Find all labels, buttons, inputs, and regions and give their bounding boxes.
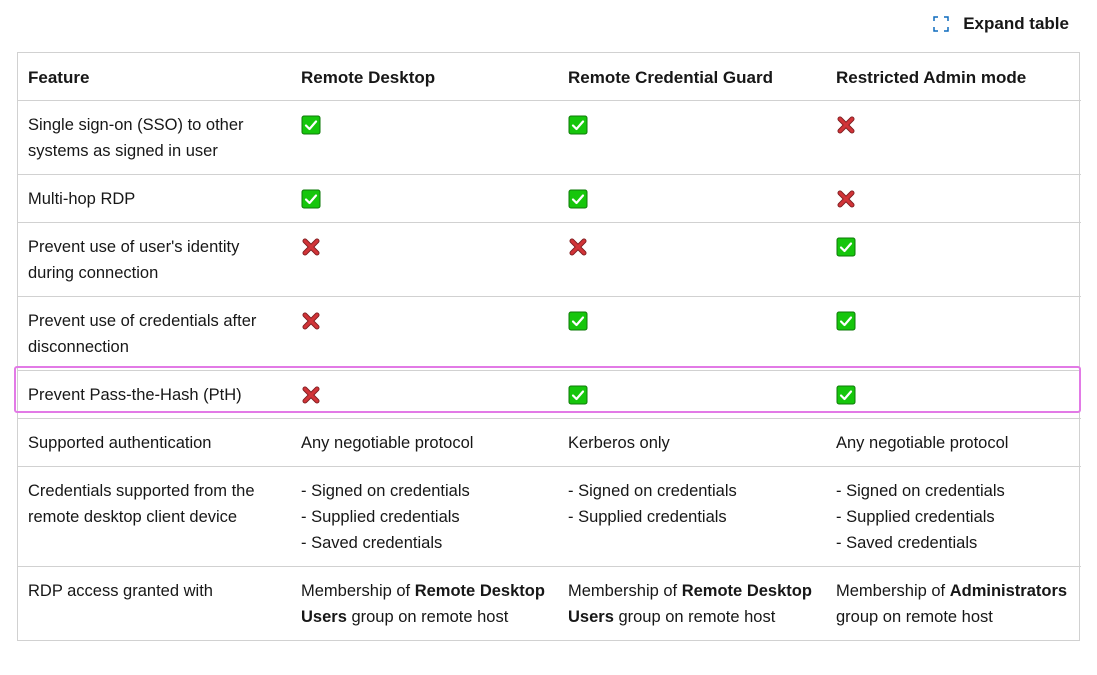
cross-icon bbox=[837, 190, 855, 208]
feature-cell: Credentials supported from the remote de… bbox=[18, 466, 291, 567]
check-icon bbox=[301, 189, 321, 209]
no-cell bbox=[826, 100, 1081, 175]
header-restricted-admin-mode: Restricted Admin mode bbox=[826, 53, 1081, 101]
check-icon bbox=[568, 115, 588, 135]
access-text: Membership of bbox=[836, 582, 950, 600]
yes-cell bbox=[558, 370, 826, 419]
no-cell bbox=[558, 222, 826, 297]
value-cell: - Signed on credentials - Supplied crede… bbox=[291, 466, 558, 567]
check-icon bbox=[568, 189, 588, 209]
access-text: Membership of bbox=[568, 582, 682, 600]
no-cell bbox=[291, 296, 558, 371]
table-row: Supported authentication Any negotiable p… bbox=[18, 418, 1081, 467]
table-row: Credentials supported from the remote de… bbox=[18, 466, 1081, 567]
expand-table-button[interactable]: Expand table bbox=[933, 10, 1069, 38]
expand-icon bbox=[933, 16, 949, 32]
yes-cell bbox=[826, 296, 1081, 371]
access-text-suffix: group on remote host bbox=[346, 608, 509, 626]
check-icon bbox=[568, 385, 588, 405]
table-row: Prevent use of user's identity during co… bbox=[18, 222, 1081, 297]
table-row: Multi-hop RDP bbox=[18, 174, 1081, 223]
yes-cell bbox=[291, 174, 558, 223]
access-text-suffix: group on remote host bbox=[613, 608, 776, 626]
table-row: Single sign-on (SSO) to other systems as… bbox=[18, 100, 1081, 175]
access-text-suffix: group on remote host bbox=[836, 608, 993, 626]
cross-icon bbox=[302, 386, 320, 404]
cross-icon bbox=[837, 116, 855, 134]
feature-cell: Prevent use of credentials after disconn… bbox=[18, 296, 291, 371]
feature-cell: Supported authentication bbox=[18, 418, 291, 467]
feature-cell: Single sign-on (SSO) to other systems as… bbox=[18, 100, 291, 175]
check-icon bbox=[836, 385, 856, 405]
header-remote-desktop: Remote Desktop bbox=[291, 53, 558, 101]
access-cell: Membership of Administrators group on re… bbox=[826, 567, 1081, 641]
header-remote-credential-guard: Remote Credential Guard bbox=[558, 53, 826, 101]
check-icon bbox=[836, 237, 856, 257]
header-feature: Feature bbox=[18, 53, 291, 101]
yes-cell bbox=[558, 174, 826, 223]
comparison-table: Feature Remote Desktop Remote Credential… bbox=[18, 53, 1081, 640]
access-text: Membership of bbox=[301, 582, 415, 600]
value-cell: Any negotiable protocol bbox=[291, 418, 558, 467]
yes-cell bbox=[826, 370, 1081, 419]
table-row: Prevent use of credentials after disconn… bbox=[18, 296, 1081, 371]
access-group-name: Remote Desktop Users bbox=[301, 582, 545, 626]
feature-cell: Prevent use of user's identity during co… bbox=[18, 222, 291, 297]
value-cell: - Signed on credentials - Supplied crede… bbox=[826, 466, 1081, 567]
value-cell: Any negotiable protocol bbox=[826, 418, 1081, 467]
feature-cell: RDP access granted with bbox=[28, 582, 213, 600]
no-cell bbox=[826, 174, 1081, 223]
no-cell bbox=[291, 222, 558, 297]
expand-table-label: Expand table bbox=[963, 14, 1069, 33]
value-cell: - Signed on credentials - Supplied crede… bbox=[558, 466, 826, 567]
yes-cell bbox=[826, 222, 1081, 297]
yes-cell bbox=[558, 296, 826, 371]
yes-cell bbox=[291, 100, 558, 175]
check-icon bbox=[836, 311, 856, 331]
access-group-name: Administrators bbox=[949, 582, 1068, 600]
cross-icon bbox=[569, 238, 587, 256]
comparison-table-container: Feature Remote Desktop Remote Credential… bbox=[17, 52, 1081, 641]
yes-cell bbox=[558, 100, 826, 175]
feature-cell: Prevent Pass-the-Hash (PtH) bbox=[18, 370, 291, 419]
check-icon bbox=[301, 115, 321, 135]
cross-icon bbox=[302, 312, 320, 330]
feature-cell: Multi-hop RDP bbox=[18, 174, 291, 223]
table-row: RDP access granted with Membership of Rem… bbox=[18, 567, 1081, 641]
access-group-name: Remote Desktop Users bbox=[568, 582, 812, 626]
header-row: Feature Remote Desktop Remote Credential… bbox=[18, 53, 1081, 101]
check-icon bbox=[568, 311, 588, 331]
cross-icon bbox=[302, 238, 320, 256]
table-row: Prevent Pass-the-Hash (PtH) bbox=[18, 370, 1081, 419]
value-cell: Kerberos only bbox=[558, 418, 826, 467]
no-cell bbox=[291, 370, 558, 419]
access-cell: Membership of Remote Desktop Users group… bbox=[558, 567, 826, 641]
access-cell: Membership of Remote Desktop Users group… bbox=[291, 567, 558, 641]
